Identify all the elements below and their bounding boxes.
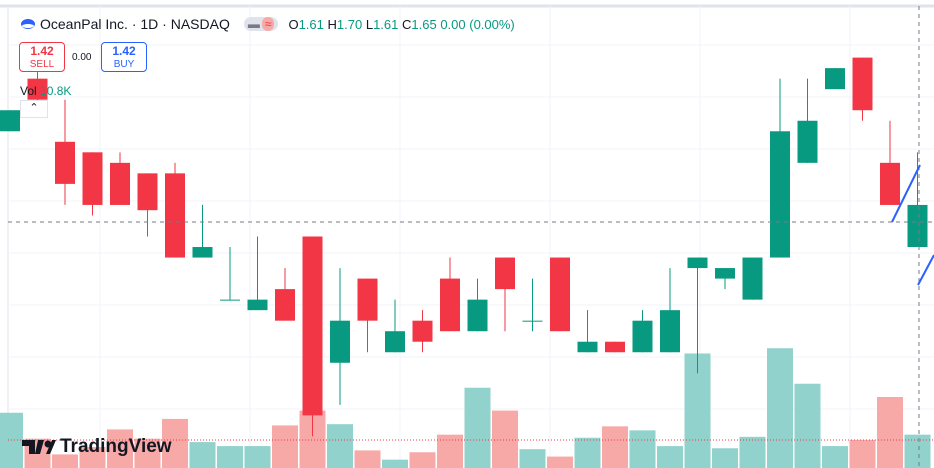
volume-bar — [629, 430, 656, 468]
candle-body — [137, 173, 158, 211]
buy-button[interactable]: 1.42 BUY — [101, 42, 147, 72]
candle-body — [770, 131, 790, 258]
candle-body — [27, 78, 48, 100]
volume-bar — [877, 397, 903, 468]
header: OceanPal Inc. · 1D · NASDAQ ▬ ≈ O1.61 H1.… — [20, 16, 515, 32]
candle-body — [385, 331, 405, 353]
buy-price: 1.42 — [112, 44, 136, 58]
candle-body — [742, 257, 763, 300]
volume-bar — [519, 449, 546, 468]
volume-bar — [464, 387, 491, 468]
volume-bar — [189, 442, 216, 468]
candle-body — [220, 299, 240, 301]
volume-bar — [822, 446, 848, 468]
volume-bar — [79, 447, 106, 468]
volume-value: 10.8K — [40, 84, 72, 98]
candle-body — [522, 320, 543, 322]
candle-body — [852, 57, 873, 111]
volume-bar — [602, 426, 628, 468]
volume-bar — [657, 446, 683, 468]
spread: 0.00 — [72, 52, 92, 63]
low-value: 1.61 — [373, 16, 399, 32]
candle-layer — [0, 57, 928, 437]
close-label: C — [402, 16, 412, 32]
high-value: 1.70 — [336, 16, 363, 32]
logo: TradingView — [22, 436, 172, 458]
volume-bar — [134, 438, 161, 468]
volume-bar — [354, 450, 381, 468]
volume-bar — [244, 446, 271, 468]
candle-body — [55, 141, 75, 184]
candle-body — [577, 341, 598, 353]
candle-body — [605, 341, 625, 353]
close-value: 1.65 — [411, 16, 437, 32]
sell-button[interactable]: 1.42 SELL — [19, 42, 65, 72]
candle-body — [357, 278, 378, 321]
candle-body — [302, 236, 323, 416]
volume-bar — [217, 446, 243, 468]
volume-bar — [794, 383, 821, 468]
candle-body — [495, 257, 515, 290]
logo-icon — [21, 19, 35, 29]
change: 0.00 (0.00%) — [440, 16, 515, 32]
volume-bar — [107, 429, 133, 468]
candle-body — [82, 152, 103, 205]
sell-price: 1.42 — [30, 44, 54, 58]
candle-body — [907, 204, 928, 248]
candle-body — [412, 320, 433, 342]
candle-body — [192, 247, 213, 258]
candle-body — [550, 257, 570, 332]
volume-bar — [712, 448, 738, 468]
volume-bar — [739, 436, 766, 468]
volume-bar — [382, 459, 408, 468]
candle-body — [660, 310, 680, 353]
candle-body — [632, 320, 653, 353]
drawing-line — [917, 254, 934, 286]
buy-label: BUY — [113, 59, 135, 70]
volume-bar — [547, 456, 573, 468]
candle-body — [467, 299, 488, 332]
candle-body — [715, 268, 735, 279]
high-label: H — [327, 16, 337, 32]
volume-legend: Vol 10.8K ⌃ — [20, 84, 71, 118]
volume-bar — [272, 425, 298, 468]
ohlc: O1.61 H1.70 L1.61 C1.65 0.00 (0.00%) — [288, 17, 514, 32]
candle-body — [880, 162, 900, 205]
volume-bar — [52, 454, 78, 468]
volume-bar — [574, 437, 601, 468]
candle-body — [165, 173, 185, 258]
candle-body — [110, 162, 130, 205]
toggle[interactable]: ▬ ≈ — [243, 17, 279, 31]
volume-bar — [409, 452, 436, 468]
candle-body — [825, 68, 845, 90]
open-label: O — [288, 16, 299, 32]
logo-mark — [22, 440, 56, 454]
open-value: 1.61 — [298, 16, 324, 32]
candle-body — [440, 278, 460, 332]
volume-bar — [327, 424, 353, 468]
volume-bar — [162, 418, 188, 468]
logo-text: TradingView — [60, 436, 172, 457]
sell-label: SELL — [29, 59, 55, 70]
candle-body — [687, 257, 708, 269]
candle-body — [275, 289, 295, 321]
drawing-line — [891, 164, 921, 223]
candle-body — [247, 299, 268, 311]
candle-body — [797, 120, 818, 163]
volume-bar — [767, 348, 793, 468]
candle-body — [330, 320, 350, 363]
low-label: L — [365, 16, 374, 32]
collapse-button[interactable]: ⌃ — [20, 100, 48, 118]
volume-label: Vol — [20, 84, 37, 98]
symbol-title: OceanPal Inc. · 1D · NASDAQ — [40, 16, 230, 32]
candle-body — [0, 110, 20, 132]
volume-bar — [849, 439, 876, 468]
volume-bar — [492, 410, 518, 468]
